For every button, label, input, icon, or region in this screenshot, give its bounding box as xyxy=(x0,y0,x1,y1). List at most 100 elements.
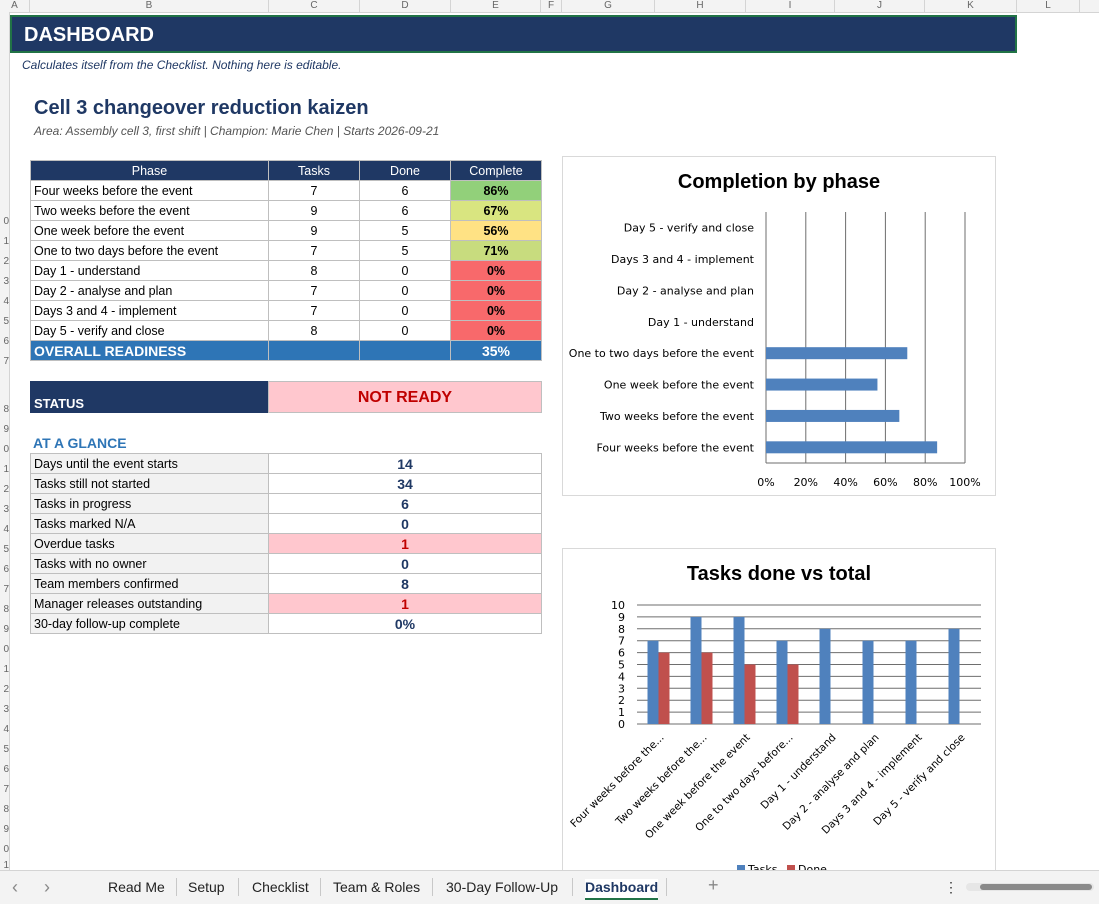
phase-complete-cell[interactable]: 56% xyxy=(450,220,542,241)
phase-tasks-cell[interactable]: 8 xyxy=(268,320,360,341)
phase-complete-cell[interactable]: 67% xyxy=(450,200,542,221)
column-header-cell[interactable]: C xyxy=(269,0,360,12)
phase-name-cell[interactable]: Days 3 and 4 - implement xyxy=(30,300,269,321)
glance-value-cell[interactable]: 8 xyxy=(268,573,542,594)
row-header-cell[interactable]: 0 xyxy=(3,216,9,227)
sheet-tab[interactable]: Setup xyxy=(188,879,225,895)
row-header-cell[interactable]: 3 xyxy=(3,276,9,287)
phase-name-cell[interactable]: Day 1 - understand xyxy=(30,260,269,281)
add-sheet-icon[interactable]: + xyxy=(708,875,719,895)
glance-value-cell[interactable]: 0 xyxy=(268,553,542,574)
column-header-cell[interactable]: K xyxy=(925,0,1017,12)
glance-value-cell[interactable]: 1 xyxy=(268,593,542,614)
phase-name-cell[interactable]: Day 5 - verify and close xyxy=(30,320,269,341)
glance-label-cell[interactable]: Days until the event starts xyxy=(30,453,269,474)
phase-complete-cell[interactable]: 0% xyxy=(450,320,542,341)
glance-value-cell[interactable]: 0% xyxy=(268,613,542,634)
completion-chart[interactable]: Completion by phase 0% 20% 40% 60% 80% 100% Da… xyxy=(562,156,996,496)
project-title[interactable]: Cell 3 changeover reduction kaizen xyxy=(34,97,369,119)
phase-complete-cell[interactable]: 0% xyxy=(450,300,542,321)
next-sheet-icon[interactable]: › xyxy=(44,877,50,897)
phase-done-cell[interactable]: 5 xyxy=(359,220,451,241)
phase-name-cell[interactable]: Four weeks before the event xyxy=(30,180,269,201)
sheet-tab[interactable]: Checklist xyxy=(252,879,309,895)
sheet-tab[interactable]: Read Me xyxy=(108,879,165,895)
glance-label-cell[interactable]: Tasks still not started xyxy=(30,473,269,494)
row-header-cell[interactable]: 4 xyxy=(3,524,9,535)
phase-tasks-cell[interactable]: 9 xyxy=(268,200,360,221)
row-header-cell[interactable]: 1 xyxy=(3,236,9,247)
sheet-tab[interactable]: 30-Day Follow-Up xyxy=(446,879,559,895)
sheet-tab[interactable]: Team & Roles xyxy=(333,879,421,895)
phase-done-cell[interactable]: 0 xyxy=(359,260,451,281)
row-header-cell[interactable]: 7 xyxy=(3,784,9,795)
glance-label-cell[interactable]: Overdue tasks xyxy=(30,533,269,554)
row-header-cell[interactable]: 0 xyxy=(3,644,9,655)
row-header-cell[interactable]: 7 xyxy=(3,584,9,595)
header-complete[interactable]: Complete xyxy=(450,160,542,181)
row-header-cell[interactable]: 7 xyxy=(3,356,9,367)
row-header-cell[interactable]: 9 xyxy=(3,624,9,635)
column-header-cell[interactable]: L xyxy=(1017,0,1080,12)
row-header-cell[interactable]: 6 xyxy=(3,564,9,575)
horizontal-scrollbar[interactable] xyxy=(966,883,1094,891)
column-header-cell[interactable]: I xyxy=(746,0,835,12)
row-header-cell[interactable]: 5 xyxy=(3,544,9,555)
overall-blank-cell[interactable] xyxy=(268,340,360,361)
phase-complete-cell[interactable]: 86% xyxy=(450,180,542,201)
row-header-cell[interactable]: 6 xyxy=(3,764,9,775)
header-tasks[interactable]: Tasks xyxy=(268,160,360,181)
glance-heading[interactable]: AT A GLANCE xyxy=(33,435,127,451)
phase-tasks-cell[interactable]: 7 xyxy=(268,180,360,201)
tasks-chart[interactable]: Tasks done vs total 0 1 2 3 4 5 6 7 8 9 10 Four wee… xyxy=(562,548,996,871)
glance-label-cell[interactable]: 30-day follow-up complete xyxy=(30,613,269,634)
phase-name-cell[interactable]: One to two days before the event xyxy=(30,240,269,261)
glance-value-cell[interactable]: 1 xyxy=(268,533,542,554)
prev-sheet-icon[interactable]: ‹ xyxy=(12,877,18,897)
status-value[interactable]: NOT READY xyxy=(268,381,542,413)
glance-value-cell[interactable]: 0 xyxy=(268,513,542,534)
phase-done-cell[interactable]: 6 xyxy=(359,180,451,201)
dashboard-banner[interactable]: DASHBOARD xyxy=(10,15,1017,53)
glance-value-cell[interactable]: 6 xyxy=(268,493,542,514)
dashboard-subtitle[interactable]: Calculates itself from the Checklist. No… xyxy=(22,58,342,72)
glance-label-cell[interactable]: Tasks with no owner xyxy=(30,553,269,574)
phase-done-cell[interactable]: 6 xyxy=(359,200,451,221)
row-header-cell[interactable]: 1 xyxy=(3,664,9,675)
row-header-cell[interactable]: 0 xyxy=(3,444,9,455)
phase-tasks-cell[interactable]: 7 xyxy=(268,300,360,321)
phase-tasks-cell[interactable]: 7 xyxy=(268,280,360,301)
glance-value-cell[interactable]: 34 xyxy=(268,473,542,494)
phase-name-cell[interactable]: Two weeks before the event xyxy=(30,200,269,221)
row-header-cell[interactable]: 1 xyxy=(3,860,9,870)
phase-complete-cell[interactable]: 0% xyxy=(450,280,542,301)
row-header-cell[interactable]: 8 xyxy=(3,404,9,415)
column-header-cell[interactable]: G xyxy=(562,0,655,12)
row-header-cell[interactable]: 8 xyxy=(3,604,9,615)
row-header-cell[interactable]: 2 xyxy=(3,684,9,695)
row-header-cell[interactable]: 1 xyxy=(3,464,9,475)
sheet-tab[interactable]: Dashboard xyxy=(585,879,659,900)
phase-complete-cell[interactable]: 71% xyxy=(450,240,542,261)
column-header-cell[interactable]: D xyxy=(360,0,451,12)
overall-readiness-value[interactable]: 35% xyxy=(450,340,542,361)
row-header-cell[interactable]: 9 xyxy=(3,424,9,435)
phase-name-cell[interactable]: One week before the event xyxy=(30,220,269,241)
phase-tasks-cell[interactable]: 9 xyxy=(268,220,360,241)
column-header-cell[interactable]: J xyxy=(835,0,925,12)
phase-done-cell[interactable]: 0 xyxy=(359,320,451,341)
phase-name-cell[interactable]: Day 2 - analyse and plan xyxy=(30,280,269,301)
phase-tasks-cell[interactable]: 7 xyxy=(268,240,360,261)
glance-label-cell[interactable]: Tasks marked N/A xyxy=(30,513,269,534)
header-phase[interactable]: Phase xyxy=(30,160,269,181)
glance-label-cell[interactable]: Team members confirmed xyxy=(30,573,269,594)
row-header-cell[interactable]: 0 xyxy=(3,844,9,855)
phase-complete-cell[interactable]: 0% xyxy=(450,260,542,281)
row-header-cell[interactable]: 4 xyxy=(3,296,9,307)
glance-label-cell[interactable]: Tasks in progress xyxy=(30,493,269,514)
row-header-cell[interactable]: 4 xyxy=(3,724,9,735)
more-options-icon[interactable]: ⋮ xyxy=(944,879,958,895)
scrollbar-thumb[interactable] xyxy=(980,884,1092,890)
column-header-cell[interactable]: B xyxy=(30,0,269,12)
column-header-cell[interactable]: H xyxy=(655,0,746,12)
